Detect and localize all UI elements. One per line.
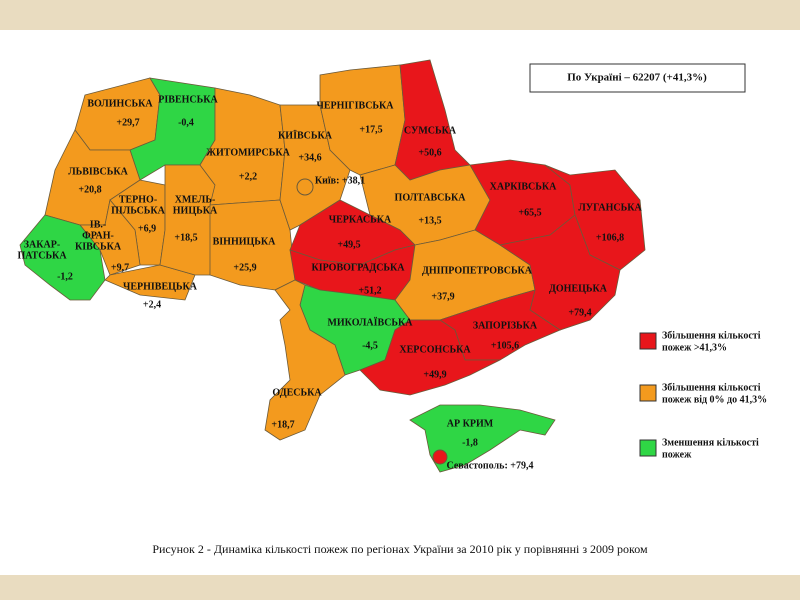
region-name: КІРОВОГРАДСЬКА <box>311 262 405 273</box>
city-label: Севастополь: +79,4 <box>447 460 534 471</box>
region-name: ЗАПОРІЗЬКА <box>473 320 538 331</box>
legend-label: пожеж >41,3% <box>662 342 727 353</box>
region-name: ВІННИЦЬКА <box>213 236 277 247</box>
total-text: По Україні – 62207 (+41,3%) <box>567 72 707 84</box>
region-value: -1,8 <box>462 437 478 448</box>
region-value: +34,6 <box>298 152 321 163</box>
region-value: +2,4 <box>143 299 161 310</box>
region-value: +18,5 <box>174 232 197 243</box>
legend-label: Збільшення кількості <box>662 382 761 393</box>
region-name: АР КРИМ <box>447 418 494 429</box>
region-value: +6,9 <box>138 223 156 234</box>
region-value: +51,2 <box>358 285 381 296</box>
region-value: +65,5 <box>518 207 541 218</box>
caption: Рисунок 2 - Динаміка кількості пожеж по … <box>152 542 648 556</box>
region-name: ІВ.- <box>90 219 106 230</box>
region-name: ЧЕРКАСЬКА <box>329 214 392 225</box>
region <box>19 214 106 301</box>
region <box>159 164 216 276</box>
city-label: Київ: +38,1 <box>315 175 365 186</box>
region-name: ЛУГАНСЬКА <box>578 202 642 213</box>
region <box>264 279 346 441</box>
region-name: ОДЕСЬКА <box>272 387 322 398</box>
region-value: +105,6 <box>491 340 519 351</box>
legend-label: Зменшення кількості <box>662 437 759 448</box>
legend-label: пожеж від 0% до 41,3% <box>662 394 767 405</box>
legend-swatch <box>639 439 657 457</box>
region-name: ЛЬВІВСЬКА <box>68 166 128 177</box>
region <box>498 214 621 331</box>
region-name: ВОЛИНСЬКА <box>87 98 153 109</box>
region-value: +49,9 <box>423 369 446 380</box>
region-value: +49,5 <box>337 239 360 250</box>
region-value: +17,5 <box>359 124 382 135</box>
region-value: +37,9 <box>431 291 454 302</box>
region-name: ПОЛТАВСЬКА <box>395 192 467 203</box>
region-name: ДНІПРОПЕТРОВСЬКА <box>422 265 533 276</box>
city-marker <box>296 178 314 196</box>
map: ВОЛИНСЬКА +29,7 РІВЕНСЬКА -0,4 ЛЬВІВСЬКА +20,… <box>17 59 646 473</box>
region-value: +106,8 <box>596 232 624 243</box>
region-name: ПАТСЬКА <box>17 250 67 261</box>
region-name: КІВСЬКА <box>75 241 122 252</box>
region-value: +18,7 <box>271 419 294 430</box>
region <box>79 199 141 276</box>
region-name: ЖИТОМИРСЬКА <box>206 147 291 158</box>
region-name: МИКОЛАЇВСЬКА <box>327 315 413 328</box>
region-name: ПІЛЬСЬКА <box>111 205 166 216</box>
region-value: +20,8 <box>78 184 101 195</box>
region-value: +50,6 <box>418 147 441 158</box>
region-name: РІВЕНСЬКА <box>158 94 218 105</box>
region-value: +2,2 <box>239 171 257 182</box>
legend-label: пожеж <box>662 449 692 460</box>
region-name: КИЇВСЬКА <box>278 128 333 141</box>
city-marker <box>432 449 448 465</box>
region-name: ХЕРСОНСЬКА <box>399 344 471 355</box>
region-name: ДОНЕЦЬКА <box>549 283 608 294</box>
region-name: ЗАКАР- <box>24 239 60 250</box>
region-name: ФРАН- <box>82 230 114 241</box>
legend-swatch <box>639 384 657 402</box>
region-name: ТЕРНО- <box>119 194 157 205</box>
total-box <box>529 63 746 93</box>
region-value: -0,4 <box>178 117 194 128</box>
region-value: +9,7 <box>111 262 129 273</box>
region-value: -1,2 <box>57 271 73 282</box>
legend-swatch <box>639 332 657 350</box>
region-value: -4,5 <box>362 340 378 351</box>
region <box>359 319 501 396</box>
region-name: НИЦЬКА <box>173 205 218 216</box>
region-name: ЧЕРНІВЕЦЬКА <box>123 281 198 292</box>
legend-label: Збільшення кількості <box>662 330 761 341</box>
region-value: +29,7 <box>116 117 139 128</box>
region-name: ЧЕРНІГІВСЬКА <box>316 100 394 111</box>
region-value: +25,9 <box>233 262 256 273</box>
region-name: ХМЕЛЬ- <box>175 194 216 205</box>
region-value: +13,5 <box>418 215 441 226</box>
region <box>544 164 646 271</box>
region-name: ХАРКІВСЬКА <box>490 181 557 192</box>
region-name: СУМСЬКА <box>404 125 457 136</box>
region-value: +79,4 <box>568 307 591 318</box>
